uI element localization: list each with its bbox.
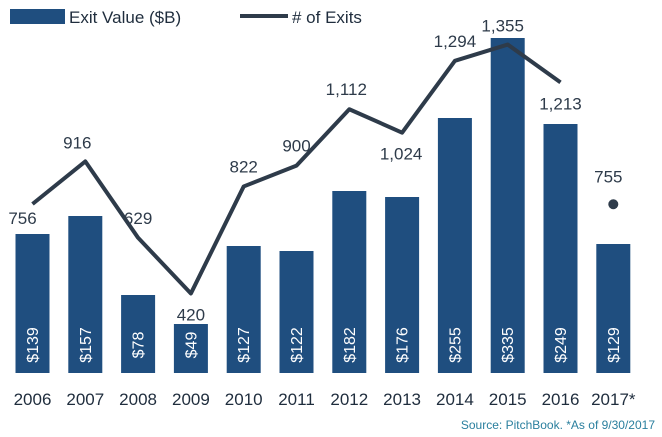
x-tick-label: 2015	[489, 390, 527, 409]
exit-value-label: $157	[78, 327, 95, 363]
exits-label: 1,112	[326, 80, 367, 99]
exit-value-label: $129	[606, 327, 623, 363]
exits-label: 755	[594, 167, 622, 186]
x-tick-label: 2007	[66, 390, 104, 409]
exits-line	[31, 42, 562, 296]
exit-value-bar	[437, 118, 472, 373]
legend-line-label: # of Exits	[292, 8, 362, 27]
exits-label: 756	[8, 209, 36, 228]
exits-label: 1,024	[380, 145, 423, 164]
x-tick-label: 2014	[436, 390, 474, 409]
exit-value-label: $78	[131, 332, 148, 359]
exit-value-label: $182	[342, 327, 359, 363]
exit-value-bar	[543, 124, 578, 373]
x-tick-label: 2011	[278, 390, 315, 409]
exits-label: 916	[63, 133, 91, 152]
exit-value-label: $127	[236, 327, 253, 363]
exit-value-label: $255	[447, 327, 464, 363]
exit-value-bar	[173, 324, 208, 373]
exit-value-bar	[332, 191, 367, 373]
exit-value-label: $335	[500, 327, 517, 363]
exits-label: 1,355	[481, 17, 524, 36]
x-tick-label: 2017*	[591, 390, 636, 409]
exits-label: 822	[230, 157, 258, 176]
exits-label: 900	[282, 137, 310, 156]
exit-value-bar	[15, 234, 50, 373]
legend-bar-swatch	[10, 9, 65, 24]
exits-label: 420	[177, 305, 205, 324]
exits-label: 1,213	[539, 94, 582, 113]
exit-value-label: $249	[553, 327, 570, 363]
exit-value-bar	[121, 295, 156, 373]
exits-label: 629	[124, 209, 152, 228]
legend: Exit Value ($B) # of Exits	[10, 8, 362, 27]
exit-value-bar	[279, 251, 314, 373]
exit-value-bar	[68, 216, 103, 373]
exit-value-bar	[490, 38, 525, 373]
x-tick-label: 2010	[225, 390, 263, 409]
exit-value-bar	[385, 197, 420, 373]
exit-value-label: $176	[395, 327, 412, 363]
x-tick-label: 2012	[330, 390, 368, 409]
x-tick-label: 2016	[542, 390, 580, 409]
exits-label: 1,294	[434, 32, 477, 51]
legend-bar-label: Exit Value ($B)	[69, 8, 181, 27]
exit-value-label: $139	[25, 327, 42, 363]
source-note: Source: PitchBook. *As of 9/30/2017	[461, 418, 655, 432]
exit-value-label: $122	[289, 327, 306, 363]
exits-point-2017	[608, 199, 619, 210]
x-tick-label: 2006	[14, 390, 52, 409]
exit-value-label: $49	[183, 332, 200, 359]
exit-value-bar	[596, 244, 631, 373]
x-tick-label: 2013	[383, 390, 421, 409]
exit-value-bar	[226, 246, 261, 373]
x-tick-label: 2008	[119, 390, 157, 409]
x-tick-label: 2009	[172, 390, 210, 409]
